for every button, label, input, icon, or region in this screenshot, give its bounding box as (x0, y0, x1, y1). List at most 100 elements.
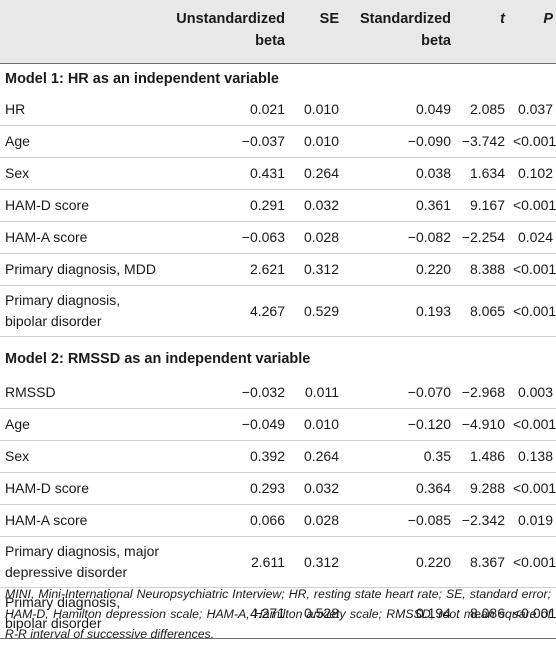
cell-p: <0.001 (508, 253, 556, 286)
header-t: t (454, 0, 508, 64)
header-p: P (508, 0, 556, 64)
header-variable (0, 0, 170, 64)
table-row: Primary diagnosis, major depressive diso… (0, 536, 556, 588)
cell-unstandardized-beta: −0.063 (170, 221, 288, 254)
cell-p: <0.001 (508, 472, 556, 505)
cell-unstandardized-beta: 0.021 (170, 94, 288, 126)
cell-standardized-beta: 0.35 (342, 440, 454, 473)
table-row: Sex 0.431 0.264 0.038 1.634 0.102 (0, 157, 556, 190)
cell-standardized-beta: 0.361 (342, 189, 454, 222)
cell-t: 9.167 (454, 189, 508, 222)
cell-p: <0.001 (508, 125, 556, 158)
cell-p: 0.037 (508, 94, 556, 126)
cell-standardized-beta: 0.220 (342, 536, 454, 588)
row-label: Age (0, 408, 170, 441)
cell-se: 0.010 (288, 408, 342, 441)
section-title-model1: Model 1: HR as an independent variable (5, 70, 279, 87)
cell-unstandardized-beta: 0.291 (170, 189, 288, 222)
cell-t: 8.065 (454, 285, 508, 337)
table-footnote: MINI, Mini-International Neuropsychiatri… (5, 587, 551, 641)
table-row: HR 0.021 0.010 0.049 2.085 0.037 (0, 94, 556, 126)
cell-unstandardized-beta: −0.037 (170, 125, 288, 158)
cell-p: 0.024 (508, 221, 556, 254)
cell-se: 0.028 (288, 221, 342, 254)
section-title-model2: Model 2: RMSSD as an independent variabl… (5, 350, 311, 367)
cell-se: 0.264 (288, 157, 342, 190)
row-label: Primary diagnosis, major depressive diso… (0, 536, 170, 588)
table-row: Primary diagnosis, MDD 2.621 0.312 0.220… (0, 253, 556, 286)
cell-se: 0.312 (288, 253, 342, 286)
cell-se: 0.010 (288, 94, 342, 126)
cell-se: 0.010 (288, 125, 342, 158)
cell-standardized-beta: 0.220 (342, 253, 454, 286)
row-label: HAM-D score (0, 472, 170, 505)
cell-standardized-beta: −0.120 (342, 408, 454, 441)
cell-se: 0.011 (288, 377, 342, 409)
cell-t: −3.742 (454, 125, 508, 158)
cell-p: <0.001 (508, 536, 556, 588)
cell-se: 0.264 (288, 440, 342, 473)
cell-p: 0.102 (508, 157, 556, 190)
cell-unstandardized-beta: 0.431 (170, 157, 288, 190)
cell-se: 0.028 (288, 504, 342, 537)
cell-p: 0.138 (508, 440, 556, 473)
row-label: HAM-D score (0, 189, 170, 222)
cell-standardized-beta: −0.090 (342, 125, 454, 158)
table-row: HAM-D score 0.293 0.032 0.364 9.288 <0.0… (0, 472, 556, 505)
header-unstandardized-beta: Unstandardized beta (170, 0, 288, 64)
row-label: HAM-A score (0, 504, 170, 537)
cell-t: 1.634 (454, 157, 508, 190)
cell-t: 9.288 (454, 472, 508, 505)
cell-p: <0.001 (508, 587, 556, 639)
table-row: Age −0.037 0.010 −0.090 −3.742 <0.001 (0, 125, 556, 158)
cell-unstandardized-beta: 0.293 (170, 472, 288, 505)
cell-se: 0.312 (288, 536, 342, 588)
cell-unstandardized-beta: −0.049 (170, 408, 288, 441)
row-label: Age (0, 125, 170, 158)
cell-t: 8.086 (454, 587, 508, 639)
row-label: Sex (0, 440, 170, 473)
table-row: HAM-D score 0.291 0.032 0.361 9.167 <0.0… (0, 189, 556, 222)
cell-p: 0.019 (508, 504, 556, 537)
cell-p: <0.001 (508, 408, 556, 441)
cell-standardized-beta: 0.193 (342, 285, 454, 337)
cell-unstandardized-beta: 2.621 (170, 253, 288, 286)
section-row-model2: Model 2: RMSSD as an independent variabl… (0, 337, 556, 378)
cell-standardized-beta: −0.085 (342, 504, 454, 537)
header-se: SE (288, 0, 342, 64)
regression-table-container: Unstandardized beta SE Standardized beta… (0, 0, 556, 639)
table-row: Primary diagnosis, bipolar disorder 4.27… (0, 587, 556, 639)
cell-unstandardized-beta: 2.611 (170, 536, 288, 588)
cell-se: 0.529 (288, 285, 342, 337)
cell-standardized-beta: −0.082 (342, 221, 454, 254)
table-body: Model 1: HR as an independent variable H… (0, 64, 556, 639)
cell-standardized-beta: 0.038 (342, 157, 454, 190)
cell-t: −2.968 (454, 377, 508, 409)
cell-t: 1.486 (454, 440, 508, 473)
row-label: Primary diagnosis, MDD (0, 253, 170, 286)
cell-p: <0.001 (508, 189, 556, 222)
cell-unstandardized-beta: 0.066 (170, 504, 288, 537)
cell-standardized-beta: 0.364 (342, 472, 454, 505)
cell-standardized-beta: −0.070 (342, 377, 454, 409)
cell-standardized-beta: 0.194 (342, 587, 454, 639)
table-row: HAM-A score −0.063 0.028 −0.082 −2.254 0… (0, 221, 556, 254)
row-label: Primary diagnosis, bipolar disorder (0, 285, 170, 337)
table-row: Age −0.049 0.010 −0.120 −4.910 <0.001 (0, 408, 556, 441)
cell-unstandardized-beta: 4.267 (170, 285, 288, 337)
row-label: Primary diagnosis, bipolar disorder (0, 587, 170, 639)
cell-unstandardized-beta: 0.392 (170, 440, 288, 473)
cell-p: 0.003 (508, 377, 556, 409)
cell-t: 8.388 (454, 253, 508, 286)
row-label: HAM-A score (0, 221, 170, 254)
table-row: Sex 0.392 0.264 0.35 1.486 0.138 (0, 440, 556, 473)
cell-t: −4.910 (454, 408, 508, 441)
cell-standardized-beta: 0.049 (342, 94, 454, 126)
row-label: HR (0, 94, 170, 126)
cell-t: 8.367 (454, 536, 508, 588)
regression-table: Unstandardized beta SE Standardized beta… (0, 0, 556, 639)
cell-p: <0.001 (508, 285, 556, 337)
cell-se: 0.528 (288, 587, 342, 639)
cell-t: −2.254 (454, 221, 508, 254)
header-row: Unstandardized beta SE Standardized beta… (0, 0, 556, 64)
